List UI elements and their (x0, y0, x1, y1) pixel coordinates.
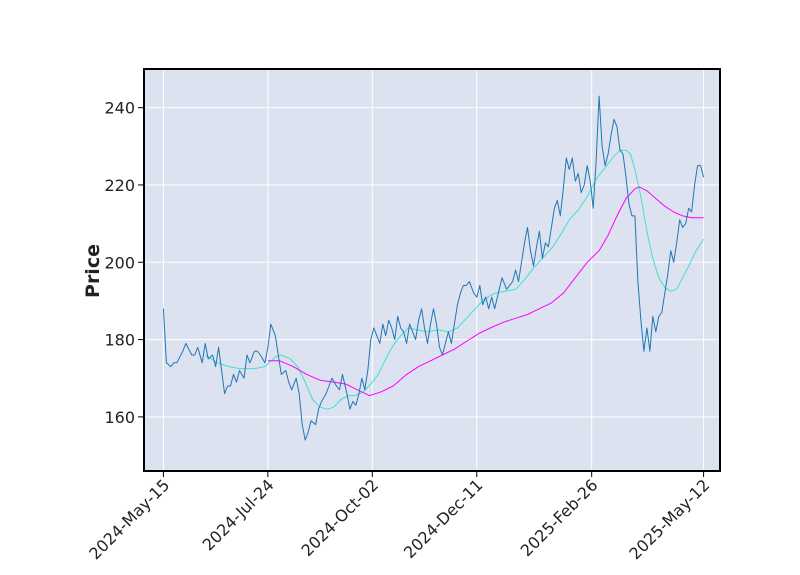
x-tick-label: 2025-May-12 (625, 475, 713, 563)
x-tick-label: 2024-Oct-02 (297, 475, 382, 560)
x-axis-ticks: 2024-May-15 2024-Jul-24 2024-Oct-02 2024-De… (85, 471, 713, 563)
moving-average-fast-line (204, 149, 705, 410)
series-layer (162, 95, 705, 441)
x-tick-label: 2025-Feb-26 (517, 475, 602, 560)
x-tick-label: 2024-May-15 (85, 475, 173, 563)
plot-frame (143, 68, 721, 472)
x-tick-label: 2024-Jul-24 (199, 475, 278, 554)
plot-background (144, 69, 720, 471)
y-tick-label: 220 (104, 176, 135, 195)
x-tick-label: 2024-Dec-11 (400, 475, 487, 562)
y-axis-title: Price (82, 244, 104, 298)
moving-average-slow-line (267, 186, 704, 397)
y-tick-label: 200 (104, 253, 135, 272)
y-tick-label: 240 (104, 99, 135, 118)
grid-lines (144, 69, 720, 471)
close-price-line (162, 95, 705, 441)
y-tick-label: 160 (104, 408, 135, 427)
y-tick-label: 180 (104, 331, 135, 350)
y-axis-ticks: 160 180 200 220 240 (104, 99, 144, 427)
